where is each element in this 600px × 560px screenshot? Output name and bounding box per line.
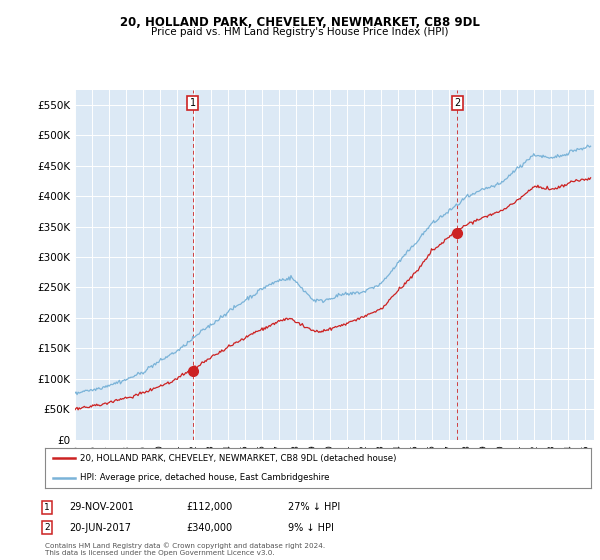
Text: 20-JUN-2017: 20-JUN-2017 (69, 522, 131, 533)
Text: 20, HOLLAND PARK, CHEVELEY, NEWMARKET, CB8 9DL (detached house): 20, HOLLAND PARK, CHEVELEY, NEWMARKET, C… (80, 454, 397, 463)
Text: 1: 1 (190, 98, 196, 108)
Text: 2: 2 (454, 98, 460, 108)
Text: £340,000: £340,000 (186, 522, 232, 533)
Text: 1: 1 (44, 503, 50, 512)
Text: Contains HM Land Registry data © Crown copyright and database right 2024.
This d: Contains HM Land Registry data © Crown c… (45, 543, 325, 556)
Text: 9% ↓ HPI: 9% ↓ HPI (288, 522, 334, 533)
Text: Price paid vs. HM Land Registry's House Price Index (HPI): Price paid vs. HM Land Registry's House … (151, 27, 449, 37)
Text: 27% ↓ HPI: 27% ↓ HPI (288, 502, 340, 512)
Text: 29-NOV-2001: 29-NOV-2001 (69, 502, 134, 512)
Text: 20, HOLLAND PARK, CHEVELEY, NEWMARKET, CB8 9DL: 20, HOLLAND PARK, CHEVELEY, NEWMARKET, C… (120, 16, 480, 29)
Text: HPI: Average price, detached house, East Cambridgeshire: HPI: Average price, detached house, East… (80, 473, 330, 482)
Text: 2: 2 (44, 523, 50, 532)
Text: £112,000: £112,000 (186, 502, 232, 512)
